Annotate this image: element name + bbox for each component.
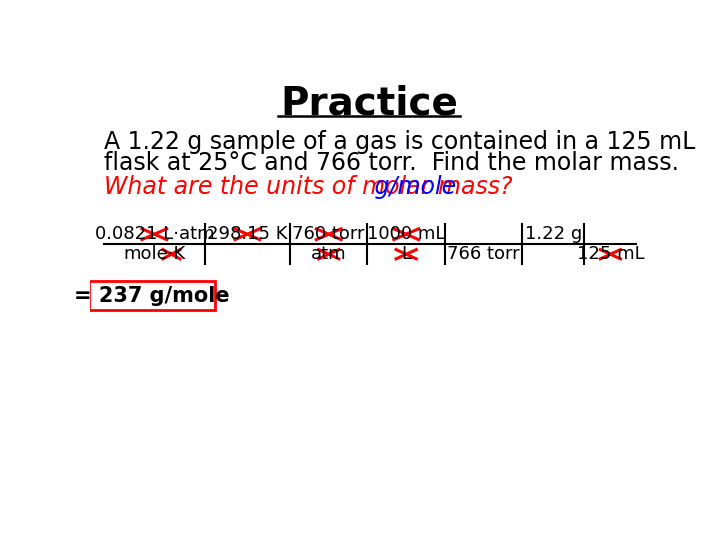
- Text: 1.22 g: 1.22 g: [525, 225, 582, 243]
- Text: 1000 mL: 1000 mL: [367, 225, 446, 243]
- Text: atm: atm: [311, 245, 346, 263]
- Text: 766 torr: 766 torr: [447, 245, 520, 263]
- Text: mole·K: mole·K: [123, 245, 186, 263]
- Text: 125 mL: 125 mL: [577, 245, 644, 263]
- Text: L: L: [401, 245, 411, 263]
- Text: 760 torr: 760 torr: [292, 225, 365, 243]
- Text: 0.0821 L·atm: 0.0821 L·atm: [94, 225, 214, 243]
- Text: Practice: Practice: [280, 84, 458, 122]
- Text: flask at 25°C and 766 torr.  Find the molar mass.: flask at 25°C and 766 torr. Find the mol…: [104, 151, 679, 176]
- FancyBboxPatch shape: [89, 281, 215, 310]
- Text: A 1.22 g sample of a gas is contained in a 125 mL: A 1.22 g sample of a gas is contained in…: [104, 130, 696, 154]
- Text: What are the units of molar mass?: What are the units of molar mass?: [104, 175, 513, 199]
- Text: 298.15 K: 298.15 K: [207, 225, 287, 243]
- Text: g/mole: g/mole: [367, 175, 456, 199]
- Text: = 237 g/mole: = 237 g/mole: [74, 286, 230, 306]
